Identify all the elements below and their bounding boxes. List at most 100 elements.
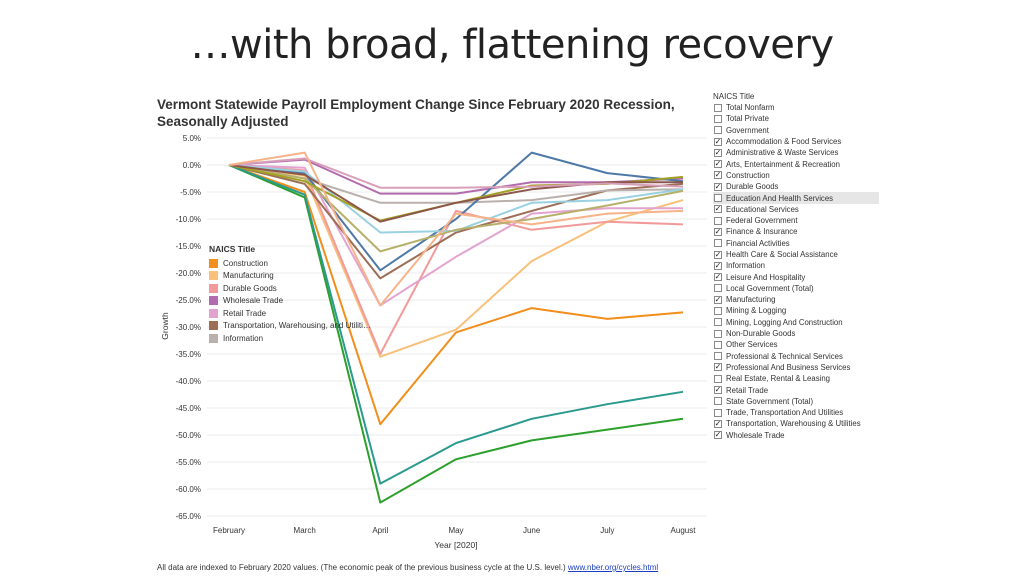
filter-item[interactable]: Total Nonfarm (713, 102, 879, 113)
filter-label: Wholesale Trade (726, 430, 785, 440)
filter-checkbox[interactable]: ✓ (714, 249, 722, 259)
filter-checkbox[interactable]: ✓ (714, 159, 722, 169)
filter-checkbox[interactable]: ✓ (714, 147, 722, 157)
y-tick-label: -65.0% (176, 512, 201, 521)
filter-checkbox[interactable]: ✓ (714, 181, 722, 191)
filter-item[interactable]: ✓ Manufacturing (713, 294, 879, 305)
filter-item[interactable]: State Government (Total) (713, 396, 879, 407)
filter-checkbox[interactable] (714, 306, 722, 315)
y-tick-label: -25.0% (176, 296, 201, 305)
filter-label: Construction (726, 170, 770, 180)
filter-item[interactable]: Federal Government (713, 215, 879, 226)
filter-label: Finance & Insurance (726, 227, 798, 237)
series-line-finance-insurance (228, 164, 683, 223)
filter-item[interactable]: ✓ Retail Trade (713, 384, 879, 395)
filter-item[interactable]: Financial Activities (713, 238, 879, 249)
legend-item: Transportation, Warehousing, and Utiliti… (209, 320, 371, 333)
filter-checkbox[interactable]: ✓ (714, 430, 722, 440)
filter-checkbox[interactable] (714, 340, 722, 349)
filter-checkbox[interactable] (714, 352, 722, 361)
legend-swatch (209, 308, 218, 318)
filter-checkbox[interactable]: ✓ (714, 226, 722, 236)
y-tick-label: -10.0% (176, 215, 201, 224)
filter-label: Government (726, 125, 769, 135)
legend-swatch (209, 321, 218, 331)
filter-item[interactable]: ✓ Educational Services (713, 204, 879, 215)
series-line-accommodation-adj (228, 151, 684, 307)
filter-item[interactable]: ✓ Arts, Entertainment & Recreation (713, 158, 879, 169)
x-tick-label: July (600, 526, 614, 535)
filter-label: Federal Government (726, 216, 798, 226)
filter-checkbox[interactable]: ✓ (714, 272, 722, 282)
footnote-link[interactable]: www.nber.org/cycles.html (567, 563, 659, 572)
y-tick-label: -35.0% (176, 350, 201, 359)
filter-item[interactable]: ✓ Accommodation & Food Services (713, 136, 879, 147)
filter-checkbox[interactable] (714, 397, 722, 406)
filter-checkbox[interactable]: ✓ (714, 204, 722, 214)
filter-checkbox[interactable]: ✓ (714, 170, 722, 180)
filter-label: Financial Activities (726, 238, 790, 248)
filter-item[interactable]: ✓ Information (713, 260, 879, 271)
filter-checkbox[interactable] (714, 408, 722, 417)
filter-label: Educational Services (726, 204, 799, 214)
filter-item[interactable]: Non-Durable Goods (713, 328, 879, 339)
legend-swatch (209, 258, 218, 268)
filter-item[interactable]: Mining & Logging (713, 305, 879, 316)
y-tick-label: -5.0% (180, 188, 201, 197)
series-lines (228, 151, 684, 504)
filter-checkbox[interactable]: ✓ (714, 385, 722, 395)
filter-label: Health Care & Social Assistance (726, 250, 838, 259)
filter-checkbox[interactable] (714, 318, 722, 327)
filter-item[interactable]: Professional & Technical Services (713, 351, 879, 362)
filter-checkbox[interactable] (714, 284, 722, 293)
filter-label: Trade, Transportation And Utilities (726, 408, 844, 418)
filter-checkbox[interactable] (714, 103, 722, 112)
filter-item[interactable]: ✓ Administrative & Waste Services (713, 147, 879, 158)
filter-checkbox[interactable]: ✓ (714, 260, 722, 270)
filter-item[interactable]: ✓ Durable Goods (713, 181, 879, 192)
series-line-durable-goods (228, 164, 684, 355)
legend-label: Retail Trade (223, 308, 267, 318)
legend-item: Durable Goods (209, 282, 371, 295)
filter-item[interactable]: ✓ Transportation, Warehousing & Utilities (713, 418, 879, 429)
filter-checkbox[interactable] (714, 126, 722, 135)
filter-checkbox[interactable] (714, 194, 722, 203)
filter-checkbox[interactable] (714, 329, 722, 338)
filter-item[interactable]: Government (713, 125, 879, 136)
x-tick-label: June (523, 526, 541, 535)
filter-item[interactable]: Real Estate, Rental & Leasing (713, 373, 879, 384)
legend-title: NAICS Title (209, 244, 256, 254)
filter-item[interactable]: Other Services (713, 339, 879, 350)
filter-item[interactable]: Local Government (Total) (713, 283, 879, 294)
filter-checkbox[interactable]: ✓ (714, 136, 722, 146)
filter-checkbox[interactable]: ✓ (714, 294, 722, 304)
filter-checkbox[interactable] (714, 216, 722, 225)
gridlines (207, 137, 707, 517)
filter-checkbox[interactable] (714, 114, 722, 123)
filter-label: Total Nonfarm (726, 103, 775, 113)
filter-item[interactable]: Total Private (713, 113, 879, 124)
filter-item[interactable]: ✓ Finance & Insurance (713, 226, 879, 237)
filter-label: Information (726, 261, 766, 271)
y-tick-label: 5.0% (183, 134, 201, 143)
filter-item[interactable]: ✓ Leisure And Hospitality (713, 271, 879, 282)
x-axis-ticks: February March April May June July August (213, 526, 696, 535)
filter-checkbox[interactable]: ✓ (714, 418, 722, 428)
chart-title: Vermont Statewide Payroll Employment Cha… (157, 97, 675, 129)
series-line-health-care-social-assistance (228, 157, 684, 189)
filter-checkbox[interactable] (714, 374, 722, 383)
y-tick-label: -15.0% (176, 242, 201, 251)
filter-item[interactable]: Trade, Transportation And Utilities (713, 407, 879, 418)
filter-label: Administrative & Waste Services (726, 148, 839, 158)
filter-label: Education And Health Services (726, 193, 834, 203)
legend-label: Information (223, 333, 264, 343)
filter-item[interactable]: Mining, Logging And Construction (713, 317, 879, 328)
filter-item[interactable]: Education And Health Services (713, 192, 879, 204)
filter-item[interactable]: ✓ Professional And Business Services (713, 362, 879, 373)
filter-item[interactable]: ✓ Construction (713, 170, 879, 181)
filter-checkbox[interactable] (714, 239, 722, 248)
filter-item[interactable]: ✓ Health Care & Social Assistance (713, 249, 879, 260)
filter-checkbox[interactable]: ✓ (714, 362, 722, 372)
filter-label: Manufacturing (726, 295, 776, 305)
filter-item[interactable]: ✓ Wholesale Trade (713, 430, 879, 441)
